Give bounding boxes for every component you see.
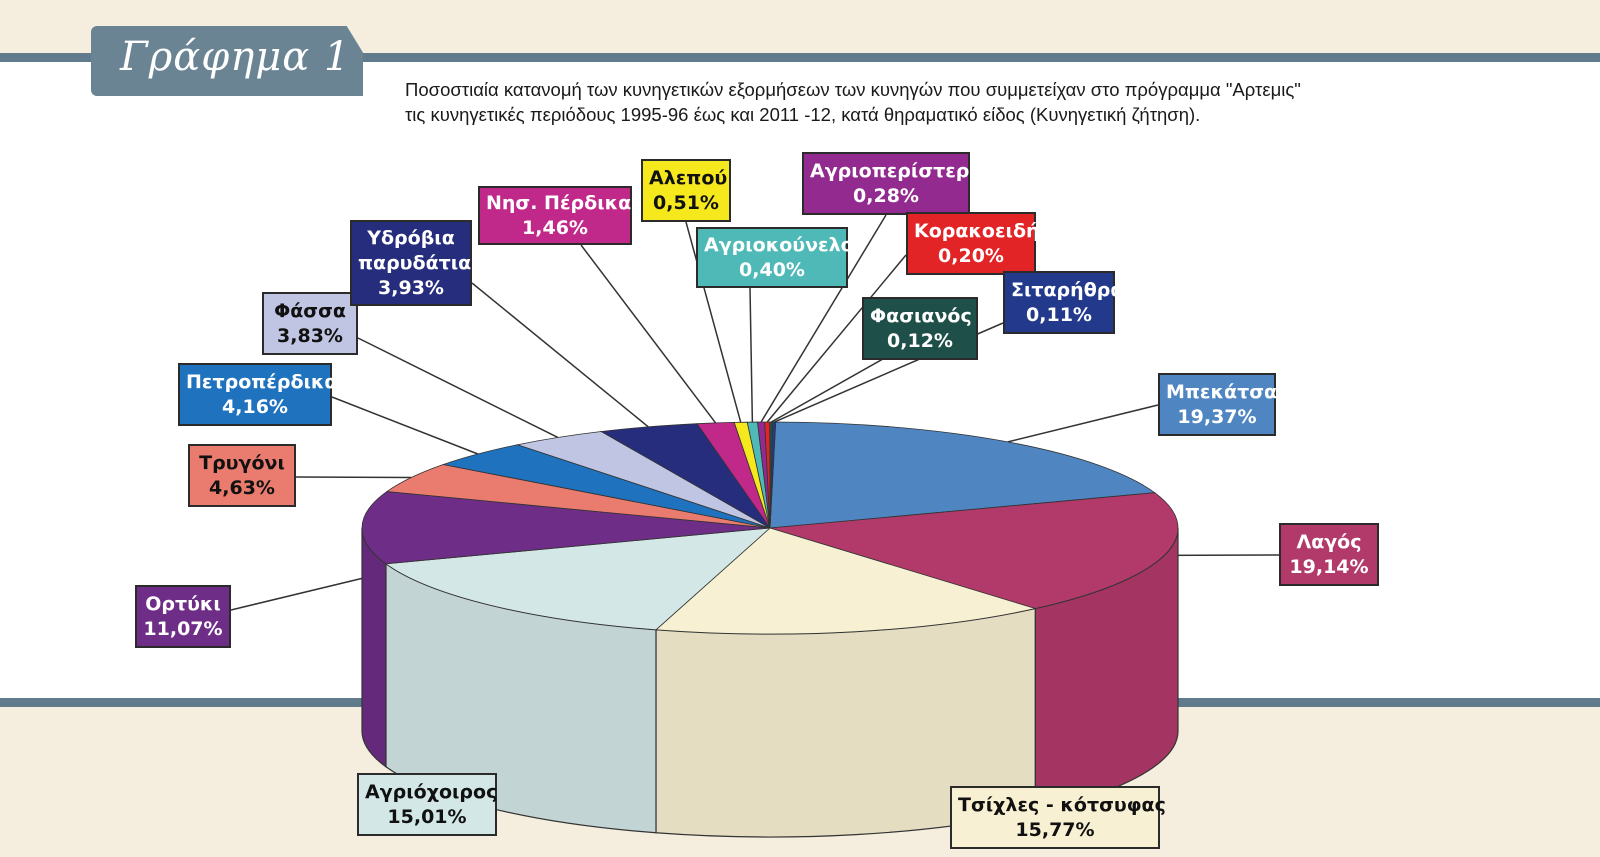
leader-lines: [230, 214, 1280, 809]
pie-side-ortyki: [361, 527, 387, 768]
slice-label-name: Τσίχλες - κότσυφας: [958, 793, 1166, 816]
pie-top-slices: [361, 421, 1179, 635]
slice-label-value: 11,07%: [143, 617, 223, 640]
slice-label-name: Μπεκάτσα: [1166, 380, 1278, 403]
slice-label-mpekatsa: Μπεκάτσα 19,37%: [1158, 373, 1278, 436]
slice-label-name: Σιταρήθρα: [1011, 278, 1124, 301]
slice-label-name: Αλεπού: [649, 166, 728, 189]
chart-subtitle-line-1: Ποσοστιαία κατανομή των κυνηγετικών εξορ…: [405, 79, 1301, 100]
slice-label-korakoeidi: Κορακοειδή 0,20%: [906, 212, 1040, 275]
leader-line-mpekatsa: [1007, 404, 1159, 443]
pie-side-walls: [361, 527, 1179, 838]
slice-label-name: Αγριοκούνελο: [704, 233, 854, 256]
leader-line-agriperistero: [760, 214, 887, 423]
slice-label-trygoni: Τρυγόνι 4,63%: [188, 444, 296, 507]
slice-label-value: 0,51%: [653, 191, 719, 214]
slice-label-value: 3,83%: [277, 324, 343, 347]
slice-label-value: 0,12%: [887, 329, 953, 352]
slice-label-name: Τρυγόνι: [199, 451, 285, 474]
slice-label-nisperdika: Νησ. Πέρδικα 1,46%: [478, 186, 632, 245]
slice-label-fasianos: Φασιανός 0,12%: [862, 297, 978, 360]
figure-tab-label: Γράφημα 1: [120, 34, 351, 80]
figure-tab: [91, 26, 363, 96]
slice-label-value: 4,63%: [209, 476, 275, 499]
slice-label-agriperistero: Αγριοπερίστερο 0,28%: [802, 152, 983, 215]
slice-label-value: 19,37%: [1177, 405, 1257, 428]
slice-label-name: Ορτύκι: [145, 592, 221, 615]
slice-label-name: Υδρόβια: [367, 226, 455, 249]
leader-line-alepou: [685, 221, 742, 423]
leader-line-nisperdika: [580, 244, 717, 424]
slice-label-name: Αγριοπερίστερο: [810, 159, 983, 182]
slice-label-name: παρυδάτια: [358, 251, 472, 274]
pie-slice-sitarithra: [769, 421, 777, 529]
slice-label-agriochoiros: Αγριόχοιρος 15,01%: [357, 773, 497, 836]
slice-label-value: 19,14%: [1289, 555, 1369, 578]
chart-subtitle-line-2: τις κυνηγετικές περιόδους 1995-96 έως κα…: [405, 104, 1201, 125]
leader-line-petroperdika: [331, 396, 479, 455]
slice-label-petroperdika: Πετροπέρδικα 4,16%: [178, 363, 338, 426]
slice-label-value: 0,20%: [938, 244, 1004, 267]
slice-label-name: Φάσσα: [274, 299, 346, 322]
pie-slice-agriochoiros: [384, 527, 772, 631]
slice-label-value: 0,28%: [853, 184, 919, 207]
slice-label-sitarithra: Σιταρήθρα 0,11%: [1003, 271, 1124, 334]
slice-label-name: Αγριόχοιρος: [365, 780, 498, 803]
slice-label-name: Πετροπέρδικα: [186, 370, 338, 393]
leader-line-ydrovia: [471, 282, 649, 428]
leader-line-korakoeidi: [766, 254, 907, 423]
top-rule: [0, 53, 1600, 62]
leader-line-agriokounelo: [749, 287, 754, 423]
slice-label-value: 4,16%: [222, 395, 288, 418]
slice-label-value: 15,77%: [1015, 818, 1095, 841]
chart-subtitle: Ποσοστιαία κατανομή των κυνηγετικών εξορ…: [405, 77, 1405, 127]
slice-label-value: 0,11%: [1026, 303, 1092, 326]
slice-label-ortyki: Ορτύκι 11,07%: [135, 585, 231, 648]
slice-label-ydrovia: Υδρόβια παρυδάτια 3,93%: [350, 220, 472, 306]
pie-slice-lagos: [769, 492, 1179, 609]
slice-label-name: Νησ. Πέρδικα: [486, 191, 632, 214]
slice-label-alepou: Αλεπού 0,51%: [641, 159, 731, 222]
slice-label-lagos: Λαγός 19,14%: [1279, 523, 1379, 586]
slice-label-name: Κορακοειδή: [914, 219, 1040, 242]
slice-label-name: Λαγός: [1296, 530, 1362, 553]
slice-label-agriokounelo: Αγριοκούνελο 0,40%: [696, 227, 854, 288]
slice-label-value: 1,46%: [522, 216, 588, 239]
slice-label-value: 0,40%: [739, 258, 805, 281]
slice-label-value: 15,01%: [387, 805, 467, 828]
pie-slice-tsichles: [655, 527, 1037, 635]
slice-label-tsichles: Τσίχλες - κότσυφας 15,77%: [950, 786, 1166, 849]
slice-label-fassa: Φάσσα 3,83%: [262, 292, 358, 355]
leader-line-ortyki: [230, 577, 363, 611]
slice-label-value: 3,93%: [378, 276, 444, 299]
slice-label-name: Φασιανός: [870, 304, 972, 327]
leader-line-fassa: [357, 337, 559, 439]
pie-slice-ortyki: [361, 491, 771, 565]
